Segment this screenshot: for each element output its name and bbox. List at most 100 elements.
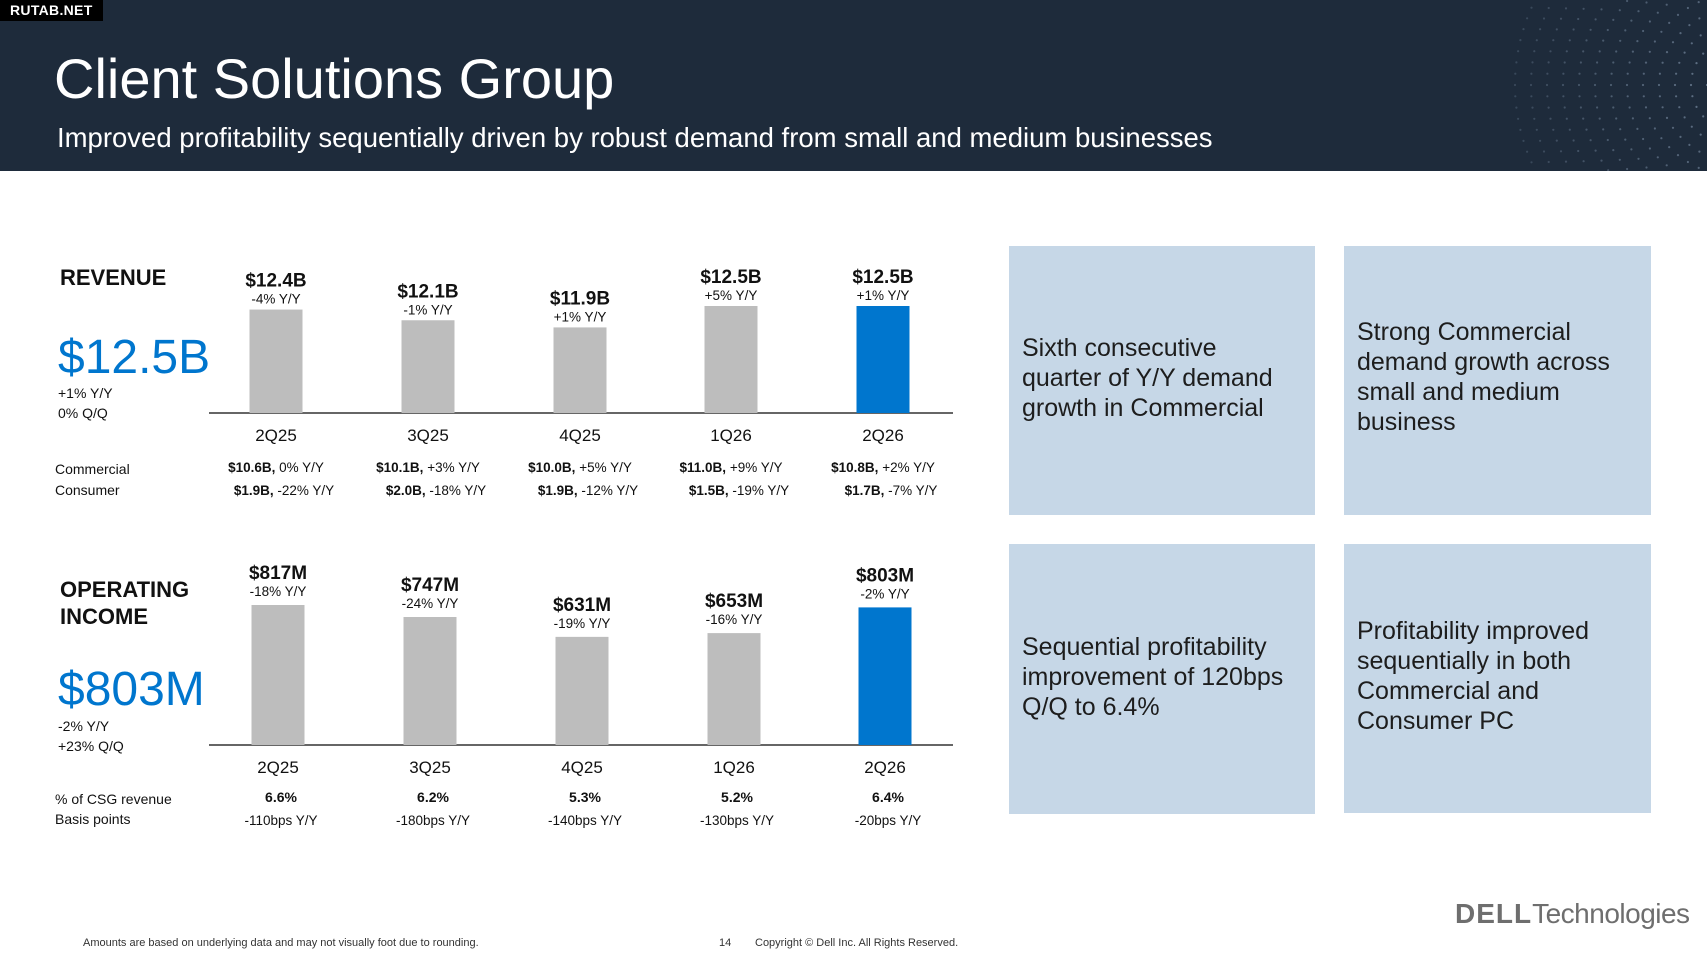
decor-dot <box>1598 50 1601 53</box>
decor-dot <box>1577 149 1580 153</box>
revenue-change-label: -4% Y/Y <box>251 292 300 307</box>
decor-dot <box>1530 6 1533 9</box>
decor-dot <box>1612 18 1615 21</box>
operating-income-heading-line2: INCOME <box>60 604 148 629</box>
revenue-category-label: 2Q25 <box>255 426 297 445</box>
decor-dot <box>1645 1 1648 4</box>
decor-dot <box>1642 137 1645 141</box>
decor-dot <box>1563 106 1566 109</box>
operating-income-category-label: 1Q26 <box>713 758 755 777</box>
decor-dot <box>1631 50 1634 53</box>
decor-dot <box>1555 139 1558 142</box>
revenue-value-label: $12.5B <box>852 267 913 288</box>
decor-dot <box>1530 95 1533 98</box>
basis-points-value: -180bps Y/Y <box>396 813 470 828</box>
decor-dot <box>1653 127 1656 130</box>
decor-dot <box>1602 128 1605 131</box>
decor-dot <box>1618 158 1621 161</box>
decor-dot <box>1530 161 1533 164</box>
decor-dot <box>1618 9 1621 12</box>
decor-dot <box>1522 28 1525 31</box>
watermark-badge: RUTAB.NET <box>0 0 103 21</box>
basis-points-value: -110bps Y/Y <box>244 813 317 828</box>
decor-dot <box>1678 106 1681 109</box>
consumer-value: $1.9B, -12% Y/Y <box>538 483 638 498</box>
decor-dot <box>1564 160 1568 163</box>
decor-dot <box>1676 13 1680 16</box>
decor-dot <box>1648 50 1651 53</box>
decor-dot <box>1636 40 1639 43</box>
commercial-value: $10.1B, +3% Y/Y <box>376 460 480 475</box>
decor-dot <box>1594 18 1597 21</box>
operating-income-category-label: 2Q25 <box>257 758 299 777</box>
decor-dot <box>1596 61 1599 64</box>
decor-dot <box>1600 8 1603 11</box>
decor-dot <box>1653 40 1656 43</box>
operating-income-bar <box>555 636 609 745</box>
decor-dot <box>1686 6 1689 10</box>
decor-dot <box>1612 149 1615 152</box>
decor-dot <box>1688 24 1691 27</box>
revenue-bar <box>249 309 303 413</box>
page-subtitle: Improved profitability sequentially driv… <box>57 122 1213 153</box>
decor-dot <box>1600 159 1603 162</box>
decor-dot <box>1673 83 1677 87</box>
consumer-row-label: Consumer <box>55 482 120 498</box>
highlight-box-smb-growth: Strong Commercial demand growth across s… <box>1344 246 1651 515</box>
revenue-bar <box>856 306 910 413</box>
decor-dot <box>1691 72 1694 75</box>
decor-dot <box>1690 125 1693 128</box>
pct-of-revenue-value: 6.4% <box>872 789 904 805</box>
decor-dot <box>1660 30 1663 33</box>
operating-income-value-label: $803M <box>856 565 914 586</box>
decor-dot <box>1697 166 1700 169</box>
decor-dot <box>1565 50 1568 53</box>
decor-dot <box>1644 106 1648 109</box>
decor-dot <box>1607 169 1610 171</box>
decor-dot <box>1637 157 1640 160</box>
operating-income-category-label: 2Q26 <box>864 758 906 777</box>
decor-dot <box>1594 149 1597 152</box>
decor-dot <box>1555 28 1558 31</box>
dell-technologies-logo: DELLTechnologies <box>1455 898 1690 929</box>
decor-dot <box>1539 28 1542 31</box>
revenue-category-label: 3Q25 <box>407 426 449 445</box>
operating-income-yy: -2% Y/Y <box>58 718 110 734</box>
revenue-value-label: $11.9B <box>550 288 610 309</box>
operating-income-heading-line1: OPERATING <box>60 577 190 602</box>
decor-dot <box>1642 95 1645 98</box>
decor-dot <box>1648 147 1651 150</box>
decor-dot <box>1598 117 1601 120</box>
decor-dot <box>1514 95 1517 98</box>
decor-dot <box>1702 115 1705 118</box>
revenue-yy: +1% Y/Y <box>58 385 113 401</box>
decor-dot <box>1593 83 1597 87</box>
decor-dot <box>1565 117 1568 120</box>
highlight-box-profitability-commercial-consumer: Profitability improved sequentially in b… <box>1344 544 1651 813</box>
basis-points-value: -140bps Y/Y <box>548 813 622 828</box>
decor-dot <box>1657 83 1661 87</box>
decor-dot <box>1596 106 1599 109</box>
operating-income-category-label: 4Q25 <box>561 758 603 777</box>
decor-dot <box>1699 133 1702 136</box>
decor-dot <box>1594 95 1597 98</box>
decor-dot <box>1531 61 1534 64</box>
decor-dot <box>1688 143 1691 146</box>
revenue-bar <box>704 306 758 413</box>
decor-dot <box>1668 21 1671 24</box>
decor-dot <box>1572 139 1575 142</box>
revenue-change-label: +1% Y/Y <box>554 309 607 324</box>
decor-dot <box>1568 39 1571 42</box>
decor-dot <box>1535 128 1538 131</box>
commercial-value: $10.0B, +5% Y/Y <box>528 460 632 475</box>
decor-dot <box>1606 138 1609 142</box>
decor-dot <box>1610 72 1613 75</box>
decor-dot <box>1606 28 1609 32</box>
decor-dot <box>1582 50 1585 53</box>
decor-dot <box>1579 61 1582 64</box>
decor-dot <box>1698 150 1701 153</box>
decor-dot <box>1665 116 1669 119</box>
decor-dot <box>1514 72 1517 75</box>
consumer-value: $1.9B, -22% Y/Y <box>234 483 334 498</box>
decor-dot <box>1519 39 1522 42</box>
